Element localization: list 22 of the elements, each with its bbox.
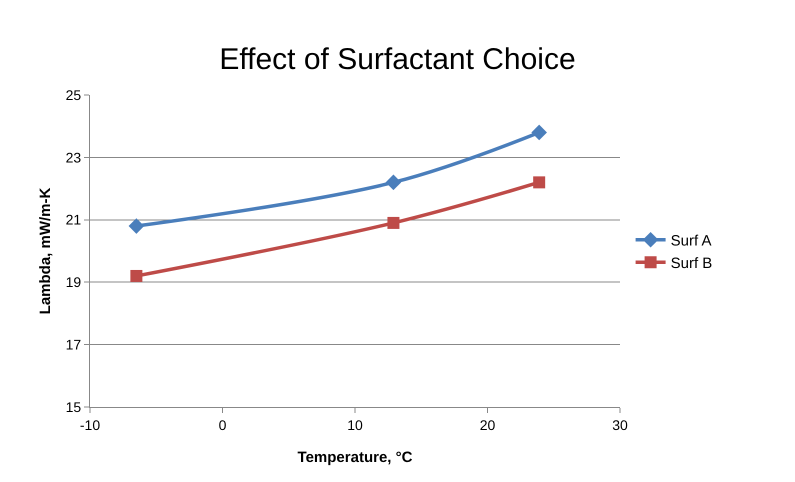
point [130, 270, 142, 282]
x-axis-title: Temperature, °C [298, 449, 413, 466]
x-tick-label: 0 [218, 416, 227, 433]
y-tick-label: 21 [66, 212, 82, 228]
point [128, 218, 144, 234]
point [387, 216, 400, 229]
y-axis-title: Lambda, mW/m-K [37, 188, 54, 314]
y-tick-label: 23 [66, 149, 82, 166]
point [531, 124, 547, 140]
y-tick-label: 17 [66, 336, 82, 352]
y-tick-label: 15 [66, 398, 82, 415]
legend-label: Surf A [670, 232, 712, 250]
y-tick-label: 19 [66, 274, 82, 290]
point [533, 176, 546, 188]
y-tick-label: 25 [66, 86, 82, 103]
chart-title: Effect of Surfactant Choice [219, 43, 576, 76]
point [386, 174, 402, 190]
x-tick-label: 10 [347, 416, 363, 433]
x-tick-label: 30 [612, 416, 628, 433]
legend-label: Surf B [670, 255, 712, 272]
x-tick-label: -10 [80, 416, 100, 433]
x-tick-label: 20 [480, 416, 496, 433]
